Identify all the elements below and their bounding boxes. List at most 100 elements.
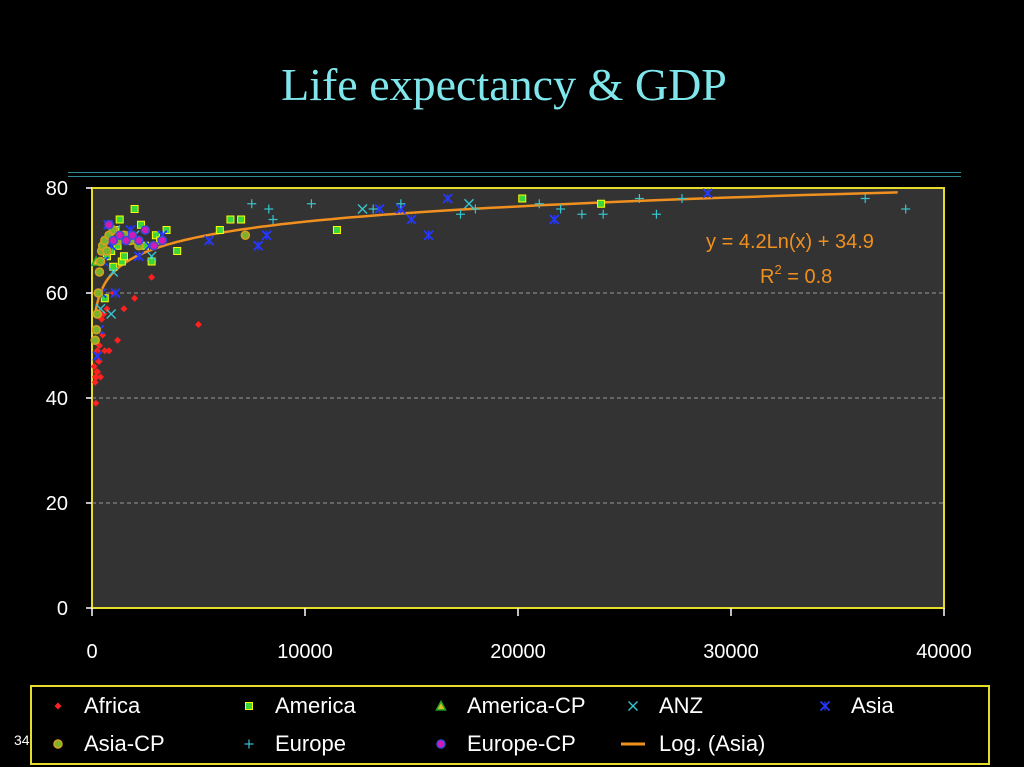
legend-marker (245, 702, 253, 710)
point-asia (253, 240, 264, 251)
y-tick-label: 60 (46, 283, 68, 305)
point-asia (261, 230, 272, 241)
point-asia-cp (95, 256, 106, 267)
point-asia (442, 193, 453, 204)
point-europe (598, 209, 608, 219)
point-asia-cp (240, 230, 251, 240)
point-america (115, 215, 124, 224)
legend-marker (53, 739, 63, 749)
trendline-equation: y = 4.2Ln(x) + 34.9 (706, 231, 874, 253)
point-africa (90, 363, 98, 370)
point-africa (94, 368, 102, 376)
point-europe (470, 204, 480, 214)
legend-marker-shape (436, 739, 446, 749)
point-africa (131, 294, 139, 302)
point-asia (549, 214, 560, 225)
point-anz (108, 267, 119, 277)
legend-item: Asia (813, 693, 894, 718)
legend-marker-shape (53, 739, 63, 749)
point-europe (247, 199, 257, 209)
point-asia (702, 188, 713, 199)
point-europe (860, 194, 870, 203)
point-america (162, 226, 171, 234)
point-europe-cp (157, 235, 168, 246)
point-asia-cp (91, 325, 102, 335)
point-asia-cp (94, 267, 105, 277)
legend-label: Europe-CP (467, 731, 576, 756)
point-america (100, 294, 109, 303)
point-europe (677, 194, 687, 203)
legend-marker-shape (628, 701, 638, 711)
point-asia-cp (92, 309, 103, 319)
point-europe (651, 209, 661, 219)
legend-item: Asia-CP (46, 731, 165, 756)
legend-marker-shape (245, 702, 253, 710)
point-asia (133, 251, 144, 262)
point-africa (93, 347, 101, 355)
legend-marker-shape (819, 700, 831, 712)
point-africa (120, 305, 128, 313)
point-europe (306, 199, 316, 209)
legend-item: America-CP (429, 693, 586, 718)
point-america (119, 252, 128, 261)
r-squared-label: R2 = 0.8 (760, 262, 832, 288)
x-tick-label: 10000 (277, 641, 333, 663)
legend-marker-shape (435, 699, 447, 711)
legend-item: Log. (Asia) (621, 731, 766, 756)
scatter-chart: 0 20 40 60 80 0 10000 20000 30000 40000 y = 4.2Ln… (46, 178, 972, 663)
slide-number: 34 (14, 732, 30, 748)
y-tick-label: 0 (57, 598, 68, 620)
title-rule-bottom (68, 176, 961, 177)
point-america (226, 215, 235, 224)
point-asia (110, 287, 121, 299)
point-africa (195, 321, 202, 328)
slide-title: Life expectancy & GDP (281, 59, 727, 110)
legend-marker (819, 700, 831, 712)
point-america (518, 194, 527, 203)
point-asia (92, 350, 103, 362)
chart-legend: Africa America America-CP ANZ Asia Asia-CP Eur… (30, 685, 990, 765)
point-africa (101, 347, 109, 355)
y-tick-label: 80 (46, 178, 68, 200)
point-europe (577, 209, 587, 219)
point-asia-cp (102, 246, 112, 256)
point-america (237, 215, 246, 224)
point-africa (105, 347, 113, 355)
point-europe (534, 199, 544, 209)
legend-marker (628, 701, 638, 711)
point-asia (423, 230, 434, 241)
point-anz (146, 251, 157, 262)
legend-label: Asia (851, 693, 894, 718)
point-america (130, 205, 139, 213)
point-america (332, 226, 341, 234)
point-america (173, 247, 182, 255)
title-rule-top (68, 172, 961, 173)
point-asia-cp (93, 288, 104, 298)
point-anz (464, 198, 475, 209)
legend-item: Africa (46, 693, 141, 718)
legend-marker-shape (54, 702, 62, 710)
point-europe-cp (134, 235, 144, 246)
x-tick-label: 30000 (703, 641, 759, 663)
point-america (215, 226, 224, 234)
point-europe (268, 215, 278, 224)
point-europe-cp (104, 220, 114, 230)
legend-item: ANZ (621, 693, 703, 718)
legend-label: America-CP (467, 693, 586, 718)
legend-label: Log. (Asia) (659, 731, 766, 756)
legend-label: ANZ (659, 693, 703, 718)
legend-item: America (237, 693, 356, 718)
point-africa (103, 305, 111, 313)
x-tick-label: 40000 (916, 641, 972, 663)
point-europe (634, 194, 644, 203)
point-africa (99, 331, 107, 339)
point-anz (106, 309, 117, 319)
legend-label: Africa (84, 693, 141, 718)
point-africa (148, 273, 156, 281)
point-europe (368, 204, 378, 214)
point-europe-cp (127, 230, 138, 240)
legend-marker (244, 739, 254, 749)
point-america (147, 257, 156, 266)
x-tick-label: 0 (86, 641, 97, 663)
point-asia (406, 214, 417, 225)
